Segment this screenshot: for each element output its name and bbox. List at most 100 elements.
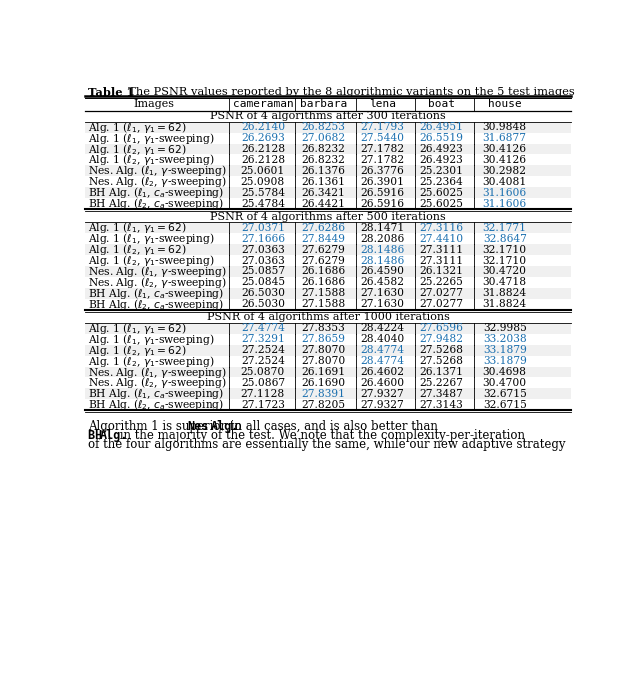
Text: 26.4602: 26.4602 (360, 367, 404, 377)
Text: 27.1793: 27.1793 (360, 122, 404, 132)
Text: 25.6025: 25.6025 (419, 188, 463, 197)
Text: Alg. 1 ($\ell_1$, $\gamma_1$-sweeping): Alg. 1 ($\ell_1$, $\gamma_1$-sweeping) (88, 332, 214, 346)
Text: Alg. 1 ($\ell_2$, $\gamma_1 = 62$): Alg. 1 ($\ell_2$, $\gamma_1 = 62$) (88, 242, 186, 257)
Text: 33.1879: 33.1879 (483, 345, 527, 355)
Bar (84, 187, 572, 198)
Text: 26.8253: 26.8253 (301, 122, 346, 132)
Bar (84, 255, 572, 266)
Text: 26.5916: 26.5916 (360, 199, 404, 209)
Text: Alg. 1 ($\ell_2$, $\gamma_1 = 62$): Alg. 1 ($\ell_2$, $\gamma_1 = 62$) (88, 342, 186, 358)
Text: Alg. 1 ($\ell_1$, $\gamma_1$-sweeping): Alg. 1 ($\ell_1$, $\gamma_1$-sweeping) (88, 131, 214, 146)
Bar (84, 198, 572, 209)
Text: 25.6025: 25.6025 (419, 199, 463, 209)
Text: 25.5784: 25.5784 (241, 188, 285, 197)
Text: 28.2086: 28.2086 (360, 234, 404, 244)
Text: 27.1630: 27.1630 (360, 299, 404, 309)
Text: 27.9327: 27.9327 (360, 400, 404, 410)
Text: 25.0867: 25.0867 (241, 378, 285, 388)
Text: of the four algorithms are essentially the same, while our new adaptive strategy: of the four algorithms are essentially t… (88, 438, 565, 452)
Text: 26.5519: 26.5519 (419, 133, 463, 143)
Text: 30.4126: 30.4126 (483, 155, 527, 165)
Text: 27.3143: 27.3143 (419, 400, 463, 410)
Text: 26.5030: 26.5030 (241, 299, 285, 309)
Bar (84, 377, 572, 388)
Text: 33.2038: 33.2038 (483, 334, 527, 344)
Text: 31.1606: 31.1606 (483, 199, 527, 209)
Text: 32.1710: 32.1710 (483, 245, 527, 255)
Text: 27.9482: 27.9482 (419, 334, 463, 344)
Text: 27.9327: 27.9327 (360, 389, 404, 399)
Text: barbara: barbara (300, 99, 347, 109)
Text: 27.4410: 27.4410 (419, 234, 463, 244)
Text: 25.2364: 25.2364 (419, 177, 463, 187)
Text: 27.5268: 27.5268 (419, 345, 463, 355)
Text: Alg. 1 ($\ell_2$, $\gamma_1$-sweeping): Alg. 1 ($\ell_2$, $\gamma_1$-sweeping) (88, 152, 214, 167)
Bar (84, 144, 572, 154)
Text: 32.1771: 32.1771 (483, 222, 527, 233)
Text: cameraman: cameraman (232, 99, 293, 109)
Text: 26.4600: 26.4600 (360, 378, 404, 388)
Bar (84, 165, 572, 177)
Text: 25.0601: 25.0601 (241, 166, 285, 176)
Text: 30.4081: 30.4081 (483, 177, 527, 187)
Text: 30.4698: 30.4698 (483, 367, 527, 377)
Text: BH Alg. ($\ell_2$, $c_a$-sweeping): BH Alg. ($\ell_2$, $c_a$-sweeping) (88, 196, 224, 211)
Text: 31.8824: 31.8824 (483, 288, 527, 299)
Text: 26.3421: 26.3421 (301, 188, 346, 197)
Text: 25.0845: 25.0845 (241, 278, 285, 287)
Text: PSNR of 4 algorithms after 500 iterations: PSNR of 4 algorithms after 500 iteration… (210, 212, 446, 222)
Text: 26.1371: 26.1371 (419, 367, 463, 377)
Text: Nes. Alg. ($\ell_1$, $\gamma$-sweeping): Nes. Alg. ($\ell_1$, $\gamma$-sweeping) (88, 365, 227, 379)
Text: 30.2982: 30.2982 (483, 166, 527, 176)
Text: 25.0908: 25.0908 (241, 177, 285, 187)
Text: Nes.: Nes. (188, 420, 216, 433)
Text: 27.1666: 27.1666 (241, 234, 285, 244)
Text: 27.6286: 27.6286 (301, 222, 346, 233)
Text: 30.4718: 30.4718 (483, 278, 527, 287)
Text: 26.4951: 26.4951 (419, 122, 463, 132)
Text: 32.6715: 32.6715 (483, 389, 527, 399)
Text: 25.4784: 25.4784 (241, 199, 285, 209)
Text: 32.1710: 32.1710 (483, 255, 527, 266)
Text: 32.6715: 32.6715 (483, 400, 527, 410)
Text: Algorithm 1 is superior to: Algorithm 1 is superior to (88, 420, 245, 433)
Text: Alg. 1 ($\ell_1$, $\gamma_1 = 62$): Alg. 1 ($\ell_1$, $\gamma_1 = 62$) (88, 120, 186, 135)
Bar (84, 277, 572, 288)
Text: Nes. Alg. ($\ell_2$, $\gamma$-sweeping): Nes. Alg. ($\ell_2$, $\gamma$-sweeping) (88, 375, 227, 390)
Text: 30.4126: 30.4126 (483, 144, 527, 154)
Bar (84, 400, 572, 410)
Text: 27.0363: 27.0363 (241, 255, 285, 266)
Text: 26.4590: 26.4590 (360, 266, 404, 276)
Text: Images: Images (133, 99, 174, 109)
Text: Nes. Alg. ($\ell_2$, $\gamma$-sweeping): Nes. Alg. ($\ell_2$, $\gamma$-sweeping) (88, 275, 227, 290)
Bar (84, 323, 572, 334)
Bar (84, 233, 572, 244)
Text: lena: lena (369, 99, 396, 109)
Text: 27.8353: 27.8353 (301, 324, 345, 333)
Text: 26.1690: 26.1690 (301, 378, 346, 388)
Text: 27.1128: 27.1128 (241, 389, 285, 399)
Text: 26.4421: 26.4421 (301, 199, 346, 209)
Bar (84, 133, 572, 144)
Text: BH Alg. ($\ell_2$, $c_a$-sweeping): BH Alg. ($\ell_2$, $c_a$-sweeping) (88, 397, 224, 412)
Text: 27.4774: 27.4774 (241, 324, 285, 333)
Text: 27.8391: 27.8391 (301, 389, 346, 399)
Text: BH Alg. ($\ell_2$, $c_a$-sweeping): BH Alg. ($\ell_2$, $c_a$-sweeping) (88, 297, 224, 312)
Text: 27.6596: 27.6596 (419, 324, 463, 333)
Text: 26.1691: 26.1691 (301, 367, 346, 377)
Text: 27.3291: 27.3291 (241, 334, 285, 344)
Text: The PSNR values reported by the 8 algorithmic variants on the 5 test images: The PSNR values reported by the 8 algori… (121, 87, 575, 97)
Text: 28.1471: 28.1471 (360, 222, 404, 233)
Text: 26.3776: 26.3776 (360, 166, 404, 176)
Text: 32.8647: 32.8647 (483, 234, 527, 244)
Text: 28.4774: 28.4774 (360, 345, 404, 355)
Text: 27.0277: 27.0277 (419, 299, 463, 309)
Text: 27.5440: 27.5440 (360, 133, 404, 143)
Text: Table 1: Table 1 (88, 87, 134, 98)
Bar (84, 177, 572, 187)
Text: 26.5916: 26.5916 (360, 188, 404, 197)
Text: BH Alg. ($\ell_1$, $c_a$-sweeping): BH Alg. ($\ell_1$, $c_a$-sweeping) (88, 386, 224, 402)
Text: Alg.: Alg. (211, 420, 240, 433)
Text: 26.2693: 26.2693 (241, 133, 285, 143)
Text: 27.8659: 27.8659 (301, 334, 346, 344)
